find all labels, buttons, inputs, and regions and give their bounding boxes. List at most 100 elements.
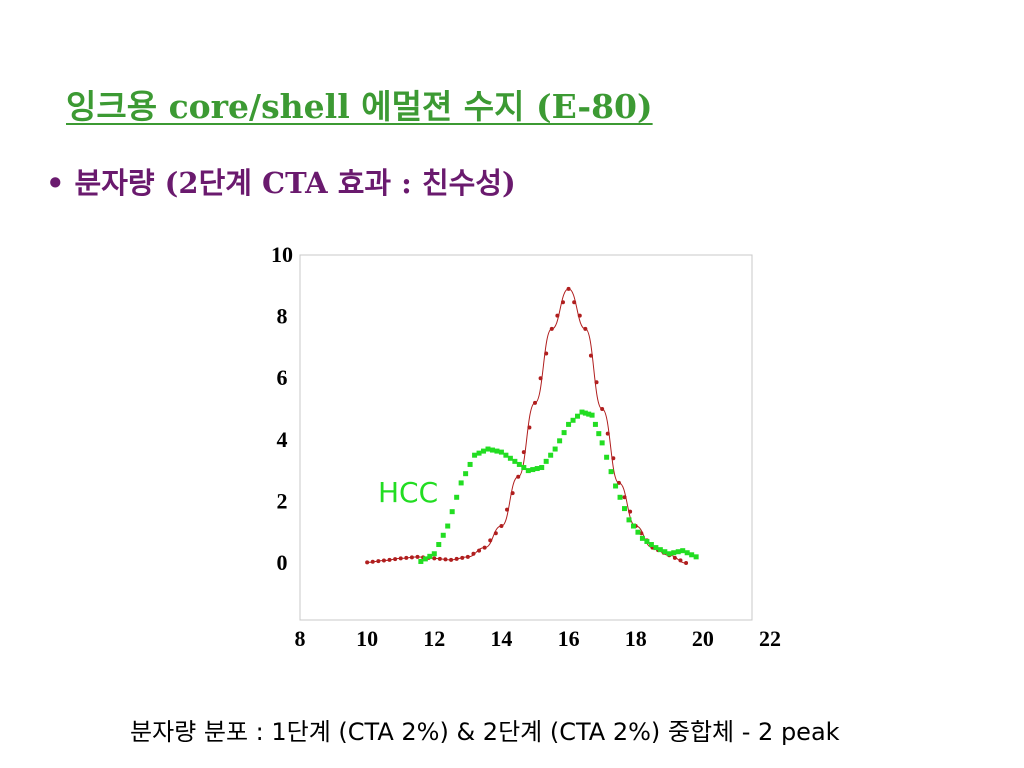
y-tick-label: 6	[277, 365, 288, 390]
subtitle-line: • 분자량 (2단계 CTA 효과 : 친수성)	[46, 160, 516, 202]
data-point	[493, 531, 498, 536]
data-point-hcc	[570, 417, 576, 423]
data-point-hcc	[503, 452, 509, 458]
data-point	[577, 313, 582, 318]
data-point	[516, 474, 521, 479]
data-point-hcc	[566, 421, 572, 427]
data-point-hcc	[489, 447, 495, 453]
data-point	[600, 407, 605, 411]
data-point	[583, 326, 588, 331]
data-point-hcc	[449, 509, 455, 515]
data-point-hcc	[561, 430, 567, 436]
data-point-hcc	[582, 410, 588, 416]
x-tick-label: 16	[558, 626, 580, 651]
data-point-hcc	[648, 542, 654, 548]
data-point-hcc	[539, 465, 545, 471]
data-point	[544, 351, 549, 356]
data-point-hcc	[467, 461, 473, 467]
data-point-hcc	[530, 467, 536, 473]
y-tick-label: 10	[271, 242, 293, 267]
chart-caption: 분자량 분포 : 1단계 (CTA 2%) & 2단계 (CTA 2%) 중합체…	[130, 718, 840, 746]
data-point-hcc	[418, 558, 424, 564]
data-point	[398, 556, 403, 561]
plot-area	[299, 254, 753, 621]
data-point-hcc	[608, 469, 614, 475]
data-point-hcc	[635, 529, 641, 535]
data-point-hcc	[525, 468, 531, 474]
data-point	[628, 509, 633, 514]
data-point-hcc	[494, 448, 500, 454]
data-point-hcc	[693, 554, 699, 560]
y-tick-label: 8	[277, 304, 288, 329]
data-point	[572, 300, 577, 305]
data-point	[471, 551, 476, 556]
data-point	[672, 555, 677, 560]
data-point-hcc	[552, 446, 558, 452]
data-point	[370, 559, 375, 564]
x-tick-label: 8	[295, 626, 306, 651]
data-point-hcc	[463, 471, 469, 477]
x-tick-label: 12	[423, 626, 445, 651]
data-point-hcc	[684, 550, 690, 556]
data-point	[465, 554, 470, 559]
data-point	[505, 507, 510, 512]
data-point-hcc	[436, 542, 442, 548]
data-point-hcc	[458, 480, 464, 486]
x-tick-label: 10	[356, 626, 378, 651]
data-point-hcc	[481, 448, 487, 454]
data-point-hcc	[671, 550, 677, 556]
data-point-hcc	[662, 549, 668, 555]
data-point	[432, 556, 437, 561]
data-point	[538, 376, 543, 381]
slide-title: 잉크용 core/shell 에멀젼 수지 (E-80)	[66, 87, 653, 126]
x-tick-label: 18	[625, 626, 647, 651]
data-point	[488, 538, 493, 543]
data-point-hcc	[613, 483, 619, 489]
data-point-hcc	[454, 494, 460, 500]
data-point-hcc	[617, 494, 623, 500]
data-point-hcc	[622, 506, 628, 512]
data-point-hcc	[445, 523, 451, 529]
data-point	[594, 380, 599, 385]
data-point	[684, 561, 689, 565]
data-point	[555, 313, 560, 318]
data-point	[678, 558, 683, 563]
series-label-hcc: HCC	[378, 476, 438, 509]
data-point-hcc	[422, 556, 428, 562]
data-point-hcc	[476, 450, 482, 456]
data-point	[510, 491, 515, 496]
data-point-hcc	[507, 455, 513, 461]
data-point-hcc	[675, 549, 681, 555]
data-point-hcc	[689, 552, 695, 558]
data-point	[437, 556, 442, 561]
data-point	[477, 548, 482, 553]
data-point-hcc	[543, 458, 549, 464]
data-point-hcc	[472, 452, 478, 458]
data-point	[460, 555, 465, 560]
data-point	[454, 556, 459, 561]
data-point-hcc	[630, 523, 636, 529]
series-layer	[365, 286, 699, 565]
data-point	[527, 425, 532, 430]
data-point-hcc	[431, 551, 437, 557]
y-tick-label: 2	[277, 488, 288, 513]
data-point-hcc	[589, 412, 595, 418]
data-point-hcc	[596, 431, 602, 437]
data-point	[393, 557, 398, 562]
data-point	[560, 300, 565, 305]
data-point	[611, 456, 616, 461]
data-point-hcc	[599, 440, 605, 446]
data-point	[533, 400, 537, 405]
data-point	[549, 326, 554, 331]
data-point-hcc	[657, 547, 663, 553]
x-tick-labels: 8 10 12 14 16 18 20 22	[295, 626, 782, 651]
data-point-hcc	[440, 532, 446, 538]
data-point	[482, 545, 487, 550]
data-point-hcc	[557, 438, 563, 444]
data-point	[387, 557, 392, 562]
data-point-hcc	[516, 461, 522, 467]
y-tick-label: 4	[277, 427, 288, 452]
data-point-hcc	[548, 452, 554, 458]
data-point	[381, 558, 386, 563]
x-tick-label: 20	[692, 626, 714, 651]
